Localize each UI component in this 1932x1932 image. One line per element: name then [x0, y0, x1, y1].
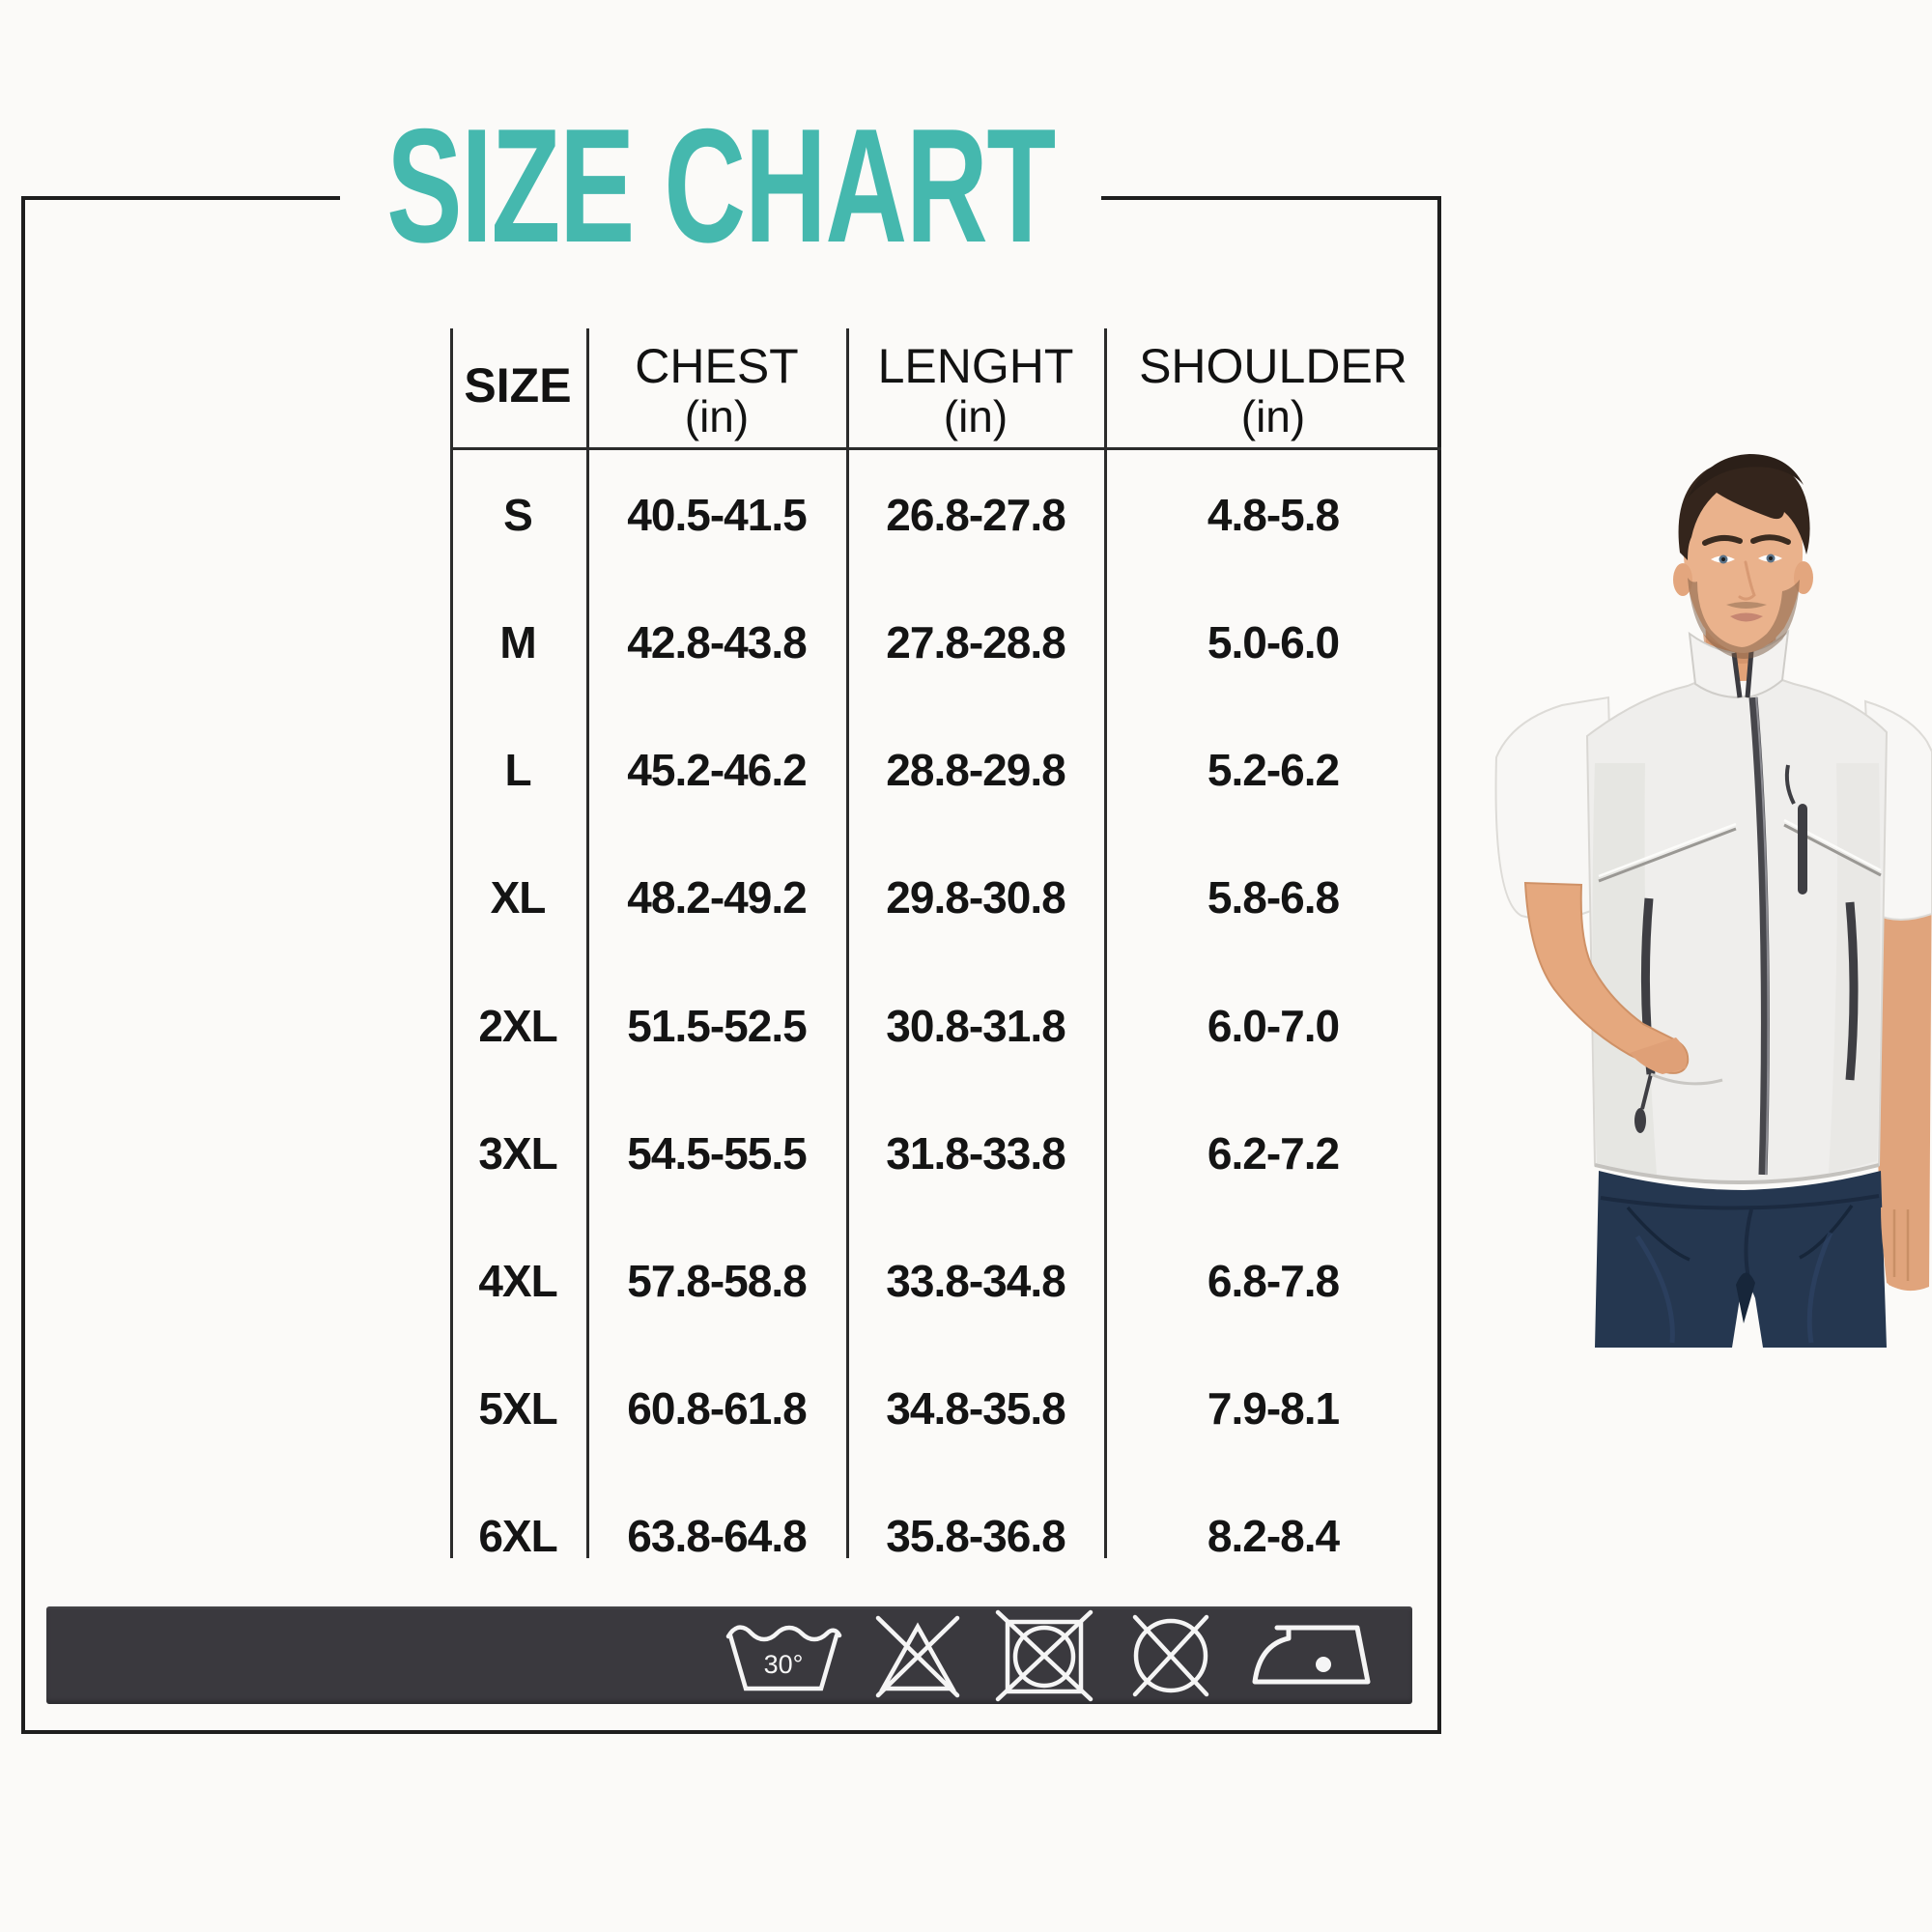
model-pupil-right [1769, 556, 1773, 560]
machine-wash-30-icon: 30° [725, 1624, 842, 1690]
cell-size: 6XL [478, 1511, 557, 1561]
model-pupil-left [1721, 557, 1725, 561]
model-eyebrow-left [1702, 535, 1743, 546]
page-title: SIZE CHART [386, 95, 1056, 276]
model-hair [1678, 458, 1810, 560]
model-hair-top [1688, 454, 1804, 498]
cell-shoulder: 6.0-7.0 [1207, 1000, 1340, 1051]
cell-shoulder: 5.8-6.8 [1207, 872, 1340, 923]
model-finger-lines [1892, 1209, 1910, 1281]
table-header-underline [450, 447, 1441, 450]
cell-chest: 42.8-43.8 [627, 617, 807, 668]
model-mustache [1726, 602, 1767, 609]
cell-lenght: 27.8-28.8 [886, 617, 1065, 668]
model-eyebrow-right [1750, 534, 1791, 545]
model-jeans-fade [1634, 1231, 1833, 1344]
cell-lenght: 26.8-27.8 [886, 490, 1065, 540]
model-pocket-slit [1650, 1072, 1723, 1086]
model-chest-pocket-zipper [1798, 804, 1807, 895]
cell-size: L [504, 745, 531, 796]
cell-chest: 63.8-64.8 [627, 1511, 807, 1561]
column-header-shoulder: SHOULDER (in) [1139, 339, 1407, 441]
cell-chest: 60.8-61.8 [627, 1382, 807, 1434]
title-area: SIZE CHART [340, 104, 1101, 267]
model-jeans-pocket-left [1626, 1206, 1690, 1262]
cell-lenght: 34.8-35.8 [886, 1382, 1065, 1434]
model-left-hand [1881, 1206, 1927, 1290]
model-face [1684, 476, 1804, 653]
svg-text:30°: 30° [764, 1650, 804, 1679]
table-vertical-line [1104, 328, 1107, 1558]
model-zipper [1748, 696, 1770, 1176]
table-vertical-line [586, 328, 589, 1558]
cell-size: 3XL [478, 1127, 557, 1179]
model-pocket-pull-cord [1640, 1073, 1653, 1110]
cell-shoulder: 5.2-6.2 [1207, 745, 1340, 796]
model-pocket-zipper-right [1845, 901, 1859, 1081]
cell-shoulder: 5.0-6.0 [1207, 617, 1340, 668]
cell-chest: 54.5-55.5 [627, 1127, 807, 1179]
model-right-hand [1630, 1037, 1687, 1074]
column-header-lenght: LENGHT (in) [877, 339, 1074, 441]
care-instructions-bar: 30° [46, 1606, 1412, 1704]
cell-chest: 51.5-52.5 [627, 1000, 807, 1051]
do-not-tumble-dry-icon [995, 1609, 1094, 1701]
cell-chest: 45.2-46.2 [627, 745, 807, 796]
cell-size: 4XL [478, 1255, 557, 1306]
do-not-bleach-icon [875, 1615, 960, 1697]
cell-lenght: 28.8-29.8 [886, 745, 1065, 796]
model-piping-left-hi [1598, 822, 1737, 878]
cell-size: XL [490, 872, 547, 923]
model-photo [1494, 454, 1932, 1348]
cell-size: 5XL [478, 1382, 557, 1434]
model-jeans-crotch-shadow [1736, 1272, 1755, 1323]
cell-shoulder: 7.9-8.1 [1207, 1382, 1340, 1434]
model-pocket-pull [1634, 1108, 1646, 1133]
cell-shoulder: 6.2-7.2 [1207, 1127, 1340, 1179]
model-nose [1738, 560, 1756, 601]
cell-size: S [503, 490, 533, 540]
cell-chest: 57.8-58.8 [627, 1255, 807, 1306]
model-right-arm [1523, 881, 1690, 1074]
cell-lenght: 35.8-36.8 [886, 1511, 1065, 1561]
cell-lenght: 31.8-33.8 [886, 1127, 1065, 1179]
model-collar-trim [1731, 650, 1754, 698]
cell-lenght: 33.8-34.8 [886, 1255, 1065, 1306]
cell-lenght: 30.8-31.8 [886, 1000, 1065, 1051]
model-chest-zip-cord [1784, 764, 1796, 805]
model-zipper-hi [1755, 696, 1770, 1176]
model-jeans-pocket-right [1799, 1204, 1854, 1260]
model-piping-left [1598, 827, 1737, 883]
cell-shoulder: 4.8-5.8 [1207, 490, 1340, 540]
iron-one-dot-icon [1252, 1625, 1371, 1684]
column-header-size: SIZE [464, 358, 572, 412]
model-jeans [1595, 1171, 1887, 1348]
cell-shoulder: 8.2-8.4 [1207, 1511, 1340, 1561]
do-not-dry-clean-icon [1132, 1614, 1209, 1696]
cell-size: M [499, 617, 536, 668]
cell-lenght: 29.8-30.8 [886, 872, 1065, 923]
column-header-chest: CHEST (in) [635, 339, 799, 441]
cell-shoulder: 6.8-7.8 [1207, 1255, 1340, 1306]
cell-chest: 40.5-41.5 [627, 490, 807, 540]
cell-size: 2XL [478, 1000, 557, 1051]
model-lips [1730, 612, 1763, 622]
model-beard [1688, 578, 1800, 659]
table-vertical-line [846, 328, 849, 1558]
model-vest-hem [1594, 1163, 1880, 1185]
model-jeans-waistband [1600, 1194, 1880, 1210]
model-left-arm [1873, 850, 1932, 1292]
table-vertical-line [450, 328, 453, 1558]
model-ear-left [1673, 563, 1692, 596]
cell-chest: 48.2-49.2 [627, 872, 807, 923]
